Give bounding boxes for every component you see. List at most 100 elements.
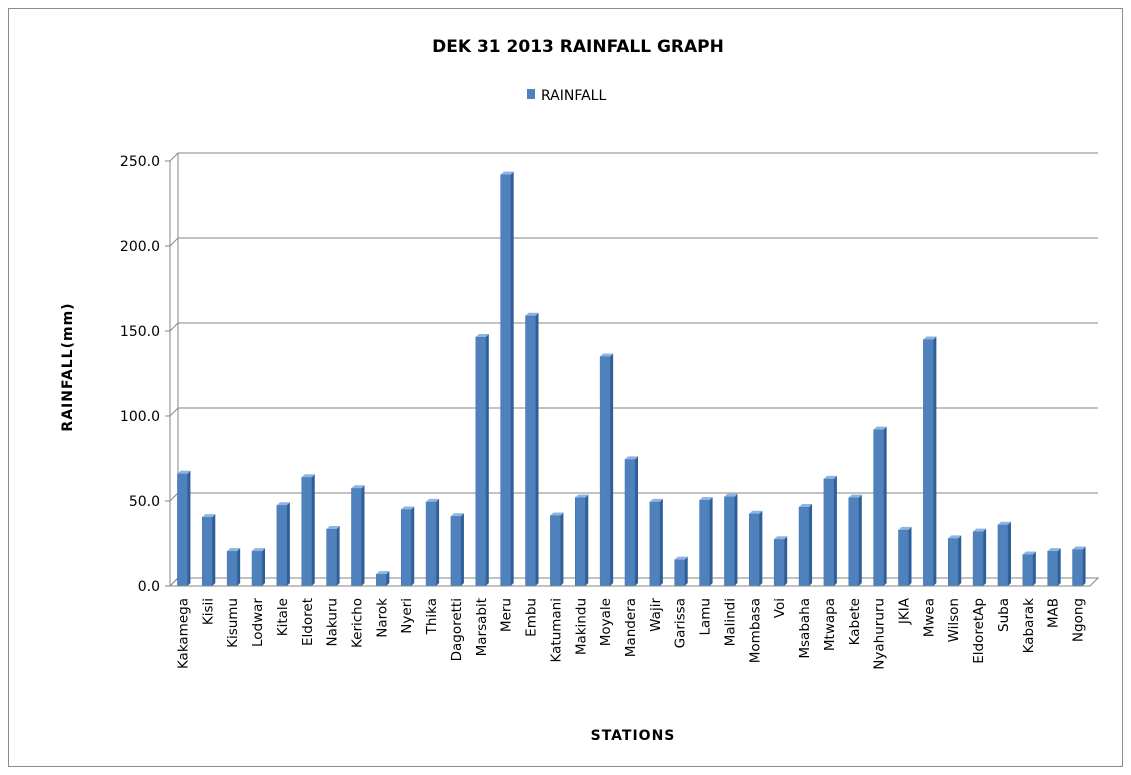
bar-side <box>286 502 290 586</box>
x-tick-label: JKIA <box>897 597 913 625</box>
x-tick-label: Kisii <box>200 598 216 625</box>
bar-side <box>610 353 614 586</box>
bar-top <box>873 426 887 430</box>
y-tick-label: 50.0 <box>129 494 160 510</box>
bar-top <box>252 548 266 552</box>
bar-side <box>1007 521 1011 586</box>
bar <box>848 497 860 587</box>
bar-top <box>276 502 290 506</box>
bar-top <box>973 528 987 532</box>
bar-top <box>351 485 365 489</box>
bar <box>674 559 685 587</box>
bar-side <box>759 510 763 586</box>
bar-top <box>848 494 862 498</box>
bar <box>1022 554 1034 587</box>
y-tick-label: 100.0 <box>120 409 160 425</box>
x-tick-label: Marsabit <box>474 598 490 656</box>
x-tick-label: Wilson <box>946 598 962 642</box>
gridline-depth <box>169 237 179 247</box>
bar-top <box>326 526 340 530</box>
bar-top <box>301 474 315 478</box>
bar-top <box>923 336 937 340</box>
bar-side <box>734 493 738 586</box>
bar <box>226 550 238 587</box>
bar <box>599 356 611 587</box>
y-tick-label: 150.0 <box>120 324 160 340</box>
bar-top <box>948 535 962 539</box>
bar-top <box>227 548 241 552</box>
bar <box>724 496 735 587</box>
bar-top <box>450 513 464 517</box>
bar-side <box>983 528 987 586</box>
x-tick-label: Embu <box>524 598 540 637</box>
x-tick-label: Narok <box>374 598 390 638</box>
x-tick-label: Katumani <box>548 598 564 662</box>
bar <box>500 174 511 587</box>
bar <box>749 513 760 587</box>
x-tick-label: Kabete <box>847 598 863 645</box>
plot-area: 0.0 50.0 100.0 150.0 200.0 250.0 Kakamega Kisii… <box>120 152 1100 670</box>
x-tick-label: Kabarak <box>1021 598 1037 654</box>
bar-side <box>585 494 589 586</box>
bar-side <box>1057 548 1061 586</box>
bar <box>1047 550 1058 587</box>
bar <box>450 516 462 587</box>
bar-side <box>510 171 514 586</box>
bar-side <box>908 526 912 586</box>
bar-top <box>898 526 912 530</box>
bar-top <box>426 498 440 502</box>
bar <box>425 501 437 587</box>
bar-side <box>436 498 440 586</box>
bar-side <box>460 513 464 586</box>
bar-side <box>809 503 813 586</box>
bar-top <box>774 536 788 540</box>
x-tick-label: Malindi <box>722 598 738 646</box>
bar-top <box>749 510 763 514</box>
bar-top <box>575 494 589 498</box>
bar <box>251 550 263 587</box>
legend-label: RAINFALL <box>541 88 606 104</box>
bar-top <box>997 521 1011 525</box>
bar <box>575 497 586 587</box>
bar-top <box>500 171 514 175</box>
bar <box>972 531 984 587</box>
bar <box>699 499 710 587</box>
x-tick-label: Thika <box>424 598 440 635</box>
bar-side <box>684 556 688 586</box>
x-tick-label: Wajir <box>648 598 664 632</box>
x-tick-label: Suba <box>996 598 1012 632</box>
bar <box>873 429 884 587</box>
bar-top <box>202 514 216 518</box>
bar <box>351 488 362 587</box>
bar <box>400 509 412 587</box>
bar <box>1072 549 1083 587</box>
bar-side <box>1032 551 1036 586</box>
bar-top <box>1047 548 1061 552</box>
bar-top <box>1022 551 1036 555</box>
bar <box>624 459 636 587</box>
bar-top <box>724 493 738 497</box>
x-tick-label: Kitale <box>275 598 291 636</box>
bar <box>773 539 785 587</box>
bar-side <box>237 548 241 586</box>
bar-side <box>212 514 216 586</box>
bar-side <box>262 548 266 586</box>
bar-side <box>858 494 862 586</box>
x-tick-label: Mandera <box>623 598 639 657</box>
bar-side <box>311 474 315 586</box>
x-tick-label: Meru <box>499 598 515 632</box>
x-tick-label: Dagoretti <box>449 598 465 661</box>
bar <box>947 538 959 587</box>
x-tick-label: MAB <box>1046 598 1062 628</box>
x-tick-label: Moyale <box>598 598 614 646</box>
y-tick-label: 0.0 <box>138 579 160 595</box>
bar-side <box>187 470 191 586</box>
x-axis-title: STATIONS <box>591 728 676 744</box>
bar <box>326 528 337 587</box>
bar-top <box>823 475 837 479</box>
gridline-depth <box>169 322 179 332</box>
bar <box>177 473 188 587</box>
y-tick-label: 250.0 <box>120 154 160 170</box>
bar <box>550 515 561 587</box>
